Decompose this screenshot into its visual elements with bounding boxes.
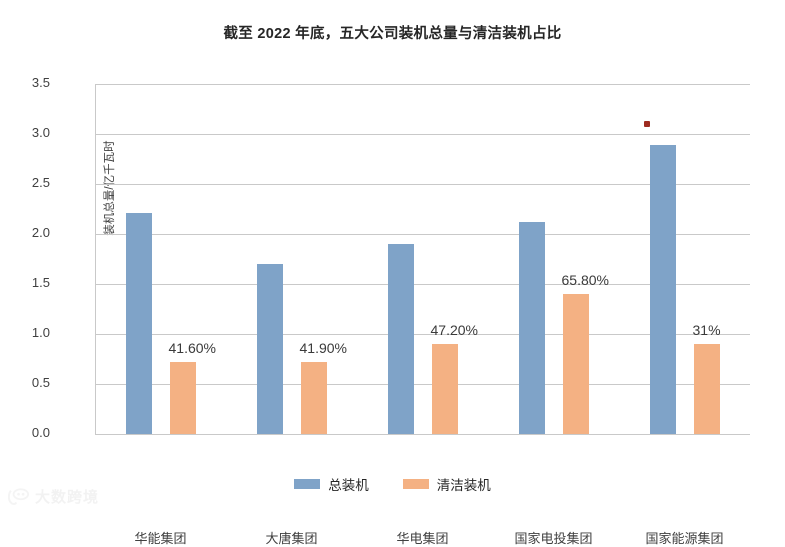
bar-value-label: 31%	[692, 322, 721, 338]
gridline	[95, 334, 750, 335]
bar-clean-installed	[169, 362, 196, 434]
bar-clean-installed	[693, 344, 720, 434]
y-axis-tick-label: 0.5	[31, 375, 50, 390]
watermark-text: 大数跨境	[35, 489, 100, 506]
bar-total-installed	[518, 222, 545, 434]
x-axis-category-label: 大唐集团	[265, 531, 318, 546]
x-axis-category-label: 华电集团	[396, 531, 449, 546]
y-axis-tick-label: 3.5	[31, 75, 50, 90]
legend-swatch-icon	[402, 479, 429, 489]
y-axis-tick-label: 3.0	[31, 125, 50, 140]
legend-item[interactable]: 清洁装机	[402, 474, 491, 494]
gridline	[95, 84, 750, 85]
y-axis-tick-label: 1.5	[31, 275, 50, 290]
y-axis-tick-label: 2.0	[31, 225, 50, 240]
bar-value-label: 41.90%	[299, 340, 347, 356]
x-axis-category-label: 国家电投集团	[514, 531, 593, 546]
bar-total-installed	[387, 244, 414, 434]
bar-value-label: 47.20%	[430, 322, 478, 338]
red-dot-marker-icon	[644, 121, 650, 127]
legend-swatch-icon	[294, 479, 321, 489]
watermark: 大数跨境	[8, 486, 99, 507]
bar-total-installed	[649, 145, 676, 434]
gridline	[95, 134, 750, 135]
legend-label: 总装机	[328, 478, 369, 493]
y-axis-line	[95, 84, 96, 435]
bar-clean-installed	[431, 344, 458, 434]
watermark-logo-icon	[8, 487, 29, 505]
gridline	[95, 184, 750, 185]
bar-total-installed	[256, 264, 283, 434]
y-axis-title: 装机总量/亿千瓦时	[104, 140, 116, 236]
bar-clean-installed	[562, 294, 589, 434]
x-axis-category-label: 国家能源集团	[645, 531, 724, 546]
y-axis-tick-label: 0.0	[31, 425, 50, 440]
gridline	[95, 434, 750, 435]
bar-value-label: 41.60%	[168, 340, 216, 356]
bar-total-installed	[125, 213, 152, 434]
chart-title: 截至 2022 年底，五大公司装机总量与清洁装机占比	[223, 26, 562, 42]
bar-value-label: 65.80%	[561, 272, 609, 288]
bar-clean-installed	[300, 362, 327, 434]
gridline	[95, 234, 750, 235]
gridline	[95, 284, 750, 285]
plot-area: 装机总量/亿千瓦时 0.0 0.5 1.0 1.5 2.0 2.5 3.0 3.5 41.60…	[32, 75, 750, 546]
gridline	[95, 384, 750, 385]
chart-legend: 总装机 清洁装机	[0, 474, 785, 494]
legend-item[interactable]: 总装机	[294, 474, 369, 494]
legend-label: 清洁装机	[436, 478, 491, 493]
x-axis-category-label: 华能集团	[134, 531, 187, 546]
y-axis-tick-label: 2.5	[31, 175, 50, 190]
bar-chart: 截至 2022 年底，五大公司装机总量与清洁装机占比 装机总量/亿千瓦时 0.0…	[0, 26, 785, 546]
y-axis-tick-label: 1.0	[31, 325, 50, 340]
